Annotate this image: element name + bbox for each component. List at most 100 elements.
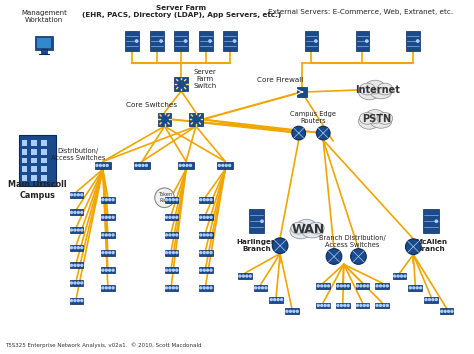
FancyBboxPatch shape — [199, 215, 212, 220]
Circle shape — [258, 287, 260, 289]
FancyBboxPatch shape — [101, 232, 115, 238]
Text: Management
Worktation: Management Worktation — [21, 10, 67, 23]
Circle shape — [321, 304, 323, 307]
Circle shape — [347, 304, 349, 307]
Circle shape — [102, 234, 104, 236]
Ellipse shape — [377, 113, 393, 124]
Circle shape — [155, 188, 174, 207]
Circle shape — [169, 269, 171, 271]
Circle shape — [74, 194, 76, 196]
FancyBboxPatch shape — [316, 283, 330, 289]
Text: WAN: WAN — [292, 223, 325, 235]
FancyBboxPatch shape — [218, 162, 233, 169]
FancyBboxPatch shape — [199, 31, 212, 51]
Circle shape — [105, 252, 107, 253]
Circle shape — [173, 234, 174, 236]
Text: Server
Farm
Switch: Server Farm Switch — [193, 69, 216, 89]
Circle shape — [337, 285, 339, 287]
FancyBboxPatch shape — [134, 162, 150, 169]
Circle shape — [136, 40, 138, 42]
Circle shape — [286, 310, 288, 312]
Circle shape — [207, 287, 209, 289]
Circle shape — [210, 269, 212, 271]
Ellipse shape — [358, 114, 380, 129]
FancyBboxPatch shape — [238, 273, 252, 279]
Circle shape — [203, 269, 205, 271]
Circle shape — [77, 211, 79, 213]
Circle shape — [77, 264, 79, 266]
Circle shape — [173, 269, 174, 271]
FancyBboxPatch shape — [164, 285, 178, 291]
FancyBboxPatch shape — [164, 232, 178, 238]
Circle shape — [81, 264, 83, 266]
Circle shape — [105, 269, 107, 271]
Circle shape — [441, 310, 443, 312]
FancyBboxPatch shape — [125, 31, 139, 51]
FancyBboxPatch shape — [21, 140, 27, 146]
Circle shape — [249, 275, 251, 277]
Circle shape — [277, 299, 279, 301]
Circle shape — [200, 287, 202, 289]
FancyBboxPatch shape — [199, 250, 212, 256]
FancyBboxPatch shape — [305, 31, 319, 51]
Circle shape — [112, 234, 114, 236]
Circle shape — [425, 299, 427, 301]
FancyBboxPatch shape — [21, 158, 27, 164]
FancyBboxPatch shape — [70, 262, 83, 268]
Circle shape — [410, 287, 411, 289]
Circle shape — [105, 199, 107, 201]
FancyBboxPatch shape — [356, 303, 369, 308]
Ellipse shape — [290, 223, 311, 239]
Circle shape — [81, 282, 83, 284]
Circle shape — [109, 252, 110, 253]
Circle shape — [77, 299, 79, 302]
FancyBboxPatch shape — [424, 297, 438, 303]
Ellipse shape — [377, 83, 393, 95]
FancyBboxPatch shape — [174, 31, 188, 51]
Circle shape — [176, 199, 178, 201]
Text: Campus Edge
Routers: Campus Edge Routers — [291, 111, 337, 124]
Text: Core Switches: Core Switches — [126, 102, 177, 108]
Circle shape — [383, 285, 385, 287]
FancyBboxPatch shape — [440, 308, 454, 314]
Circle shape — [200, 269, 202, 271]
FancyBboxPatch shape — [70, 210, 83, 215]
Circle shape — [376, 285, 378, 287]
FancyBboxPatch shape — [101, 215, 115, 220]
Circle shape — [71, 264, 73, 266]
Circle shape — [321, 285, 323, 287]
Circle shape — [447, 310, 449, 312]
Text: Branch Distribution/
Access Switches: Branch Distribution/ Access Switches — [319, 235, 386, 248]
FancyBboxPatch shape — [70, 227, 83, 233]
Circle shape — [386, 285, 388, 287]
FancyBboxPatch shape — [150, 31, 164, 51]
Ellipse shape — [359, 83, 375, 95]
Circle shape — [360, 285, 362, 287]
Circle shape — [105, 234, 107, 236]
Circle shape — [351, 249, 366, 264]
Circle shape — [203, 216, 205, 218]
Circle shape — [401, 275, 402, 277]
FancyBboxPatch shape — [158, 113, 172, 126]
Circle shape — [246, 275, 248, 277]
Circle shape — [106, 165, 108, 166]
Circle shape — [176, 216, 178, 218]
Circle shape — [71, 194, 73, 196]
Circle shape — [274, 299, 276, 301]
Ellipse shape — [365, 80, 385, 94]
FancyBboxPatch shape — [18, 135, 56, 186]
Circle shape — [337, 304, 339, 307]
Ellipse shape — [291, 222, 307, 234]
Circle shape — [81, 247, 83, 249]
Circle shape — [328, 285, 329, 287]
Circle shape — [96, 165, 98, 166]
Circle shape — [419, 287, 422, 289]
Circle shape — [173, 216, 174, 218]
Circle shape — [207, 234, 209, 236]
FancyBboxPatch shape — [164, 197, 178, 202]
Circle shape — [109, 216, 110, 218]
Ellipse shape — [370, 114, 392, 128]
Circle shape — [109, 287, 110, 289]
Circle shape — [109, 234, 110, 236]
Circle shape — [270, 299, 272, 301]
